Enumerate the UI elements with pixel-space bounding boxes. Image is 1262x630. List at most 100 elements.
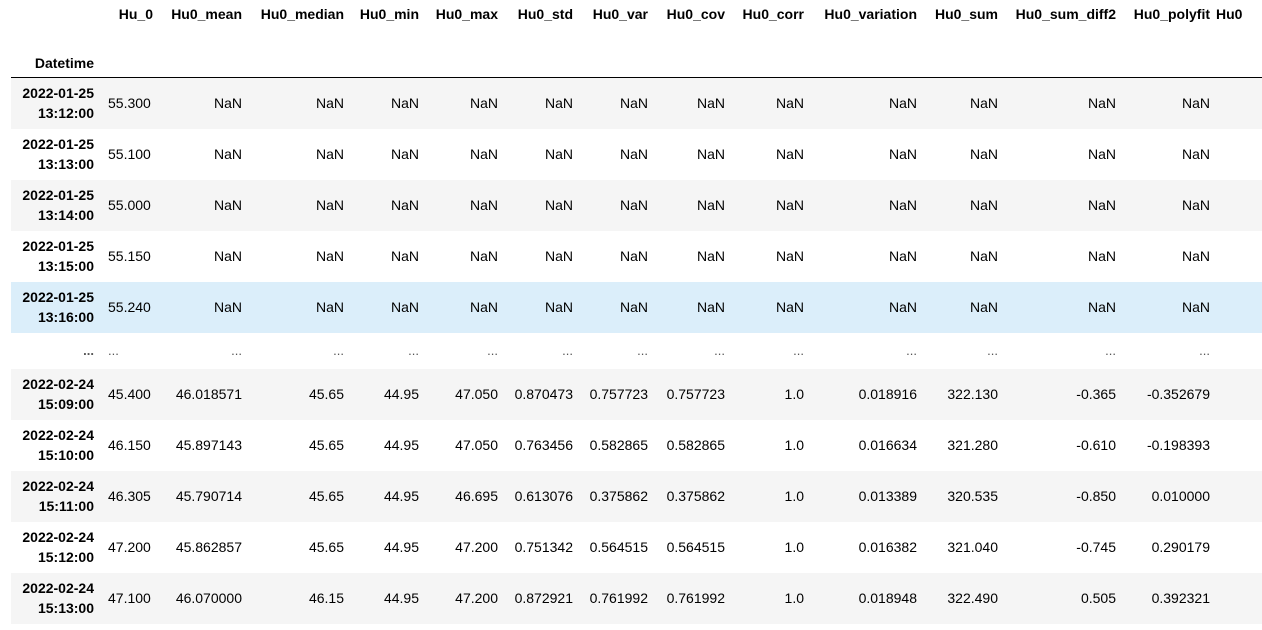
table-cell: 0.870473 <box>514 386 573 402</box>
table-cell: NaN <box>1181 197 1210 213</box>
table-row: 2022-01-25 13:16:00 55.240 NaN NaN NaN NaN NaN N… <box>11 281 1262 333</box>
table-cell: NaN <box>1181 95 1210 112</box>
table-body: 2022-01-25 13:12:00 55.300 NaN NaN NaN NaN NaN N… <box>11 77 1262 624</box>
table-cell: NaN <box>544 248 573 264</box>
row-time: 15:11:00 <box>38 498 94 514</box>
row-date: 2022-01-25 <box>22 289 94 305</box>
table-cell: 45.65 <box>308 539 344 555</box>
table-cell: NaN <box>696 299 725 315</box>
table-cell: NaN <box>1181 248 1210 264</box>
table-cell: ... <box>987 343 998 358</box>
table-cell: NaN <box>1087 248 1116 264</box>
table-cell: 44.95 <box>383 539 419 555</box>
row-date: 2022-02-24 <box>22 427 94 443</box>
row-index-datetime: 2022-01-25 13:14:00 <box>11 180 94 231</box>
table-cell: NaN <box>1087 95 1116 112</box>
table-cell: ... <box>108 343 119 358</box>
table-cell: NaN <box>888 248 917 264</box>
table-cell: NaN <box>619 95 648 112</box>
row-index-datetime: 2022-01-25 13:12:00 <box>11 78 94 129</box>
table-cell: 0.582865 <box>666 437 725 453</box>
row-date: 2022-02-24 <box>22 580 94 596</box>
table-cell: 1.0 <box>784 488 804 504</box>
row-index-datetime: 2022-02-24 15:12:00 <box>11 522 94 573</box>
table-cell: NaN <box>1181 146 1210 162</box>
row-date: 2022-01-25 <box>22 238 94 254</box>
table-cell <box>1210 231 1262 282</box>
table-cell: -0.610 <box>1076 437 1116 453</box>
row-index-datetime: 2022-01-25 13:16:00 <box>11 282 94 333</box>
table-cell: NaN <box>544 95 573 112</box>
table-cell: NaN <box>696 197 725 213</box>
table-cell: 45.862857 <box>175 539 242 555</box>
table-cell: -0.198393 <box>1146 437 1210 453</box>
row-index-datetime: 2022-01-25 13:15:00 <box>11 231 94 282</box>
table-cell: 55.240 <box>108 299 151 315</box>
table-cell <box>1210 129 1262 180</box>
column-header-clipped: Hu0 <box>1216 5 1243 22</box>
table-cell: NaN <box>696 248 725 264</box>
table-cell: NaN <box>696 146 725 162</box>
table-cell: NaN <box>315 95 344 112</box>
row-date: 2022-01-25 <box>22 85 94 102</box>
table-row: 2022-02-24 15:13:00 47.100 46.070000 46.15 44… <box>11 572 1262 624</box>
row-date: ... <box>83 342 94 358</box>
table-cell <box>1210 420 1262 471</box>
table-cell: NaN <box>213 299 242 315</box>
table-cell: NaN <box>969 248 998 264</box>
table-cell: 45.65 <box>308 488 344 504</box>
table-cell: NaN <box>619 197 648 213</box>
table-row: 2022-02-24 15:11:00 46.305 45.790714 45.65 44… <box>11 470 1262 522</box>
table-cell: ... <box>793 343 804 358</box>
row-index-datetime: 2022-01-25 13:13:00 <box>11 129 94 180</box>
row-date: 2022-02-24 <box>22 376 94 392</box>
table-cell: 1.0 <box>784 437 804 453</box>
table-cell: 44.95 <box>383 590 419 606</box>
table-cell: NaN <box>315 197 344 213</box>
table-row: 2022-01-25 13:15:00 55.150 NaN NaN NaN NaN NaN N… <box>11 231 1262 282</box>
table-cell: NaN <box>390 197 419 213</box>
row-date: 2022-01-25 <box>22 187 94 203</box>
table-cell <box>1210 573 1262 624</box>
table-cell: ... <box>562 343 573 358</box>
table-cell: NaN <box>775 197 804 213</box>
table-cell: NaN <box>390 95 419 112</box>
table-cell: 47.200 <box>108 539 151 555</box>
table-cell: NaN <box>469 299 498 315</box>
table-cell: NaN <box>969 299 998 315</box>
table-cell <box>1210 282 1262 333</box>
table-cell: NaN <box>775 95 804 112</box>
index-header-row: Datetime <box>11 55 1262 78</box>
table-cell: NaN <box>775 248 804 264</box>
table-cell: 1.0 <box>784 539 804 555</box>
table-cell: 47.050 <box>455 386 498 402</box>
table-cell: NaN <box>390 248 419 264</box>
table-cell: ... <box>333 343 344 358</box>
column-header: Hu0_median <box>260 5 344 22</box>
table-cell: ... <box>906 343 917 358</box>
table-cell: 44.95 <box>383 437 419 453</box>
table-cell: NaN <box>969 95 998 112</box>
table-cell: NaN <box>469 146 498 162</box>
table-cell: 47.200 <box>455 539 498 555</box>
table-cell: NaN <box>469 248 498 264</box>
table-cell: 0.505 <box>1080 590 1116 606</box>
column-header: Hu0_polyfit <box>1133 5 1210 22</box>
table-cell: 0.757723 <box>589 386 648 402</box>
table-cell: 1.0 <box>784 590 804 606</box>
table-cell: 321.280 <box>947 437 998 453</box>
table-cell: 322.130 <box>947 386 998 402</box>
table-cell: 321.040 <box>947 539 998 555</box>
column-header: Hu0_cov <box>666 5 725 22</box>
table-cell: NaN <box>213 146 242 162</box>
table-cell: 46.150 <box>108 437 151 453</box>
table-cell: 0.016634 <box>858 437 917 453</box>
table-cell: NaN <box>390 146 419 162</box>
table-cell: 46.070000 <box>175 590 242 606</box>
table-cell: 0.582865 <box>589 437 648 453</box>
table-cell: NaN <box>315 299 344 315</box>
table-cell: ... <box>1199 343 1210 358</box>
table-cell: NaN <box>619 248 648 264</box>
column-header: Hu_0 <box>118 5 153 22</box>
